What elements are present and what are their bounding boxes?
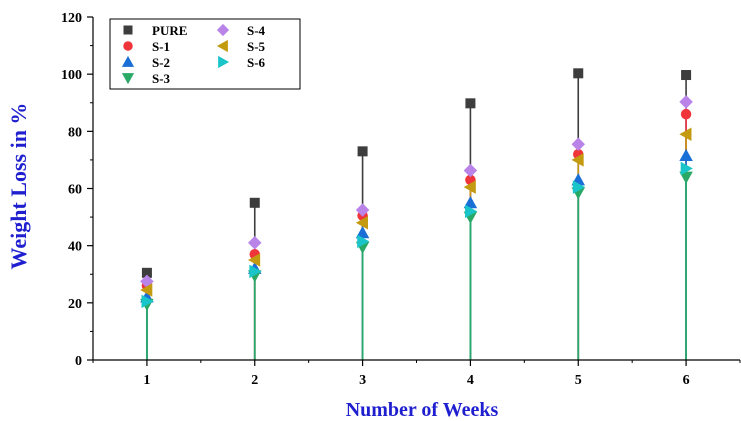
marker-s-5 bbox=[463, 180, 476, 194]
x-axis-title: Number of Weeks bbox=[346, 399, 499, 421]
stem-lines bbox=[146, 73, 687, 360]
legend-marker-s-5 bbox=[216, 39, 228, 53]
marker-s-1 bbox=[680, 108, 692, 120]
legend-label: S-2 bbox=[152, 55, 170, 70]
x-tick-label: 5 bbox=[575, 373, 582, 388]
marker-pure bbox=[573, 68, 584, 79]
legend-label: S-5 bbox=[247, 39, 266, 54]
marker-s-2 bbox=[679, 148, 693, 162]
y-tick-label: 0 bbox=[75, 354, 82, 369]
marker-pure bbox=[141, 267, 152, 278]
y-tick-label: 60 bbox=[68, 183, 82, 198]
legend-marker-s-2 bbox=[121, 55, 135, 67]
marker-s-4 bbox=[571, 137, 585, 151]
marker-s-5 bbox=[140, 283, 153, 297]
marker-pure bbox=[465, 98, 476, 109]
legend-label: S-6 bbox=[247, 55, 266, 70]
legend-label: S-3 bbox=[152, 71, 171, 86]
legend-marker-s-3 bbox=[121, 73, 135, 85]
x-tick-label: 2 bbox=[251, 373, 258, 388]
marker-s-5 bbox=[248, 253, 261, 267]
marker-s-6 bbox=[572, 180, 585, 194]
data-markers bbox=[140, 68, 693, 312]
marker-s-4 bbox=[248, 236, 262, 250]
marker-s-6 bbox=[249, 264, 262, 279]
axes: 0 20 40 60 80 100 120 1 2 3 4 5 6 bbox=[61, 11, 741, 388]
marker-s-5 bbox=[679, 127, 692, 141]
legend-label: S-4 bbox=[247, 23, 266, 38]
marker-s-2 bbox=[355, 226, 370, 239]
x-tick-label: 3 bbox=[359, 373, 366, 388]
marker-s-6 bbox=[680, 161, 693, 176]
y-tick-label: 40 bbox=[68, 240, 82, 255]
legend-marker-s-1 bbox=[123, 41, 133, 51]
legend-box bbox=[109, 18, 301, 90]
marker-s-6 bbox=[141, 294, 154, 309]
marker-s-2 bbox=[463, 196, 478, 209]
y-tick-label: 80 bbox=[68, 125, 82, 140]
x-tick-label: 4 bbox=[467, 373, 474, 388]
marker-pure bbox=[681, 70, 692, 81]
marker-s-4 bbox=[463, 163, 478, 178]
x-tick-label: 1 bbox=[143, 373, 150, 388]
y-tick-label: 20 bbox=[68, 297, 82, 312]
y-axis-title: Weight Loss in % bbox=[6, 103, 31, 270]
legend-label: PURE bbox=[152, 23, 187, 38]
marker-s-4 bbox=[355, 203, 370, 217]
marker-s-4 bbox=[679, 95, 693, 109]
legend-marker-s-6 bbox=[218, 55, 230, 69]
legend-marker-pure bbox=[123, 25, 133, 35]
y-tick-label: 100 bbox=[61, 68, 82, 83]
marker-s-3 bbox=[679, 171, 693, 184]
marker-s-5 bbox=[355, 216, 368, 230]
marker-pure bbox=[249, 197, 260, 208]
marker-s-6 bbox=[465, 204, 478, 219]
marker-s-5 bbox=[571, 153, 584, 167]
marker-pure bbox=[357, 146, 368, 157]
legend-marker-s-4 bbox=[216, 23, 230, 37]
legend-label: S-1 bbox=[152, 39, 170, 54]
y-tick-label: 120 bbox=[61, 11, 82, 26]
marker-s-6 bbox=[357, 234, 370, 249]
x-tick-label: 6 bbox=[683, 373, 690, 388]
